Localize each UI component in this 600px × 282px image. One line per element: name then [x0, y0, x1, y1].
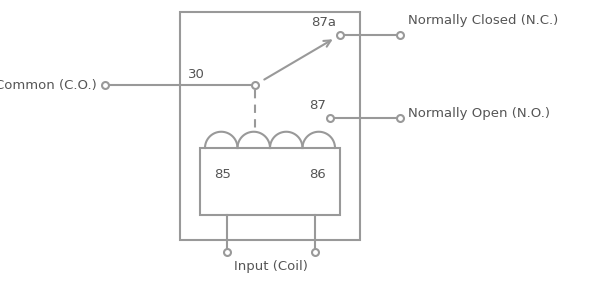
Text: Input (Coil): Input (Coil): [234, 260, 308, 273]
Text: Normally Closed (N.C.): Normally Closed (N.C.): [408, 14, 558, 27]
Text: 86: 86: [309, 168, 326, 181]
Text: 87: 87: [309, 99, 326, 112]
Text: Common (C.O.): Common (C.O.): [0, 78, 97, 91]
Text: 87a: 87a: [311, 16, 336, 29]
Text: Normally Open (N.O.): Normally Open (N.O.): [408, 107, 550, 120]
Text: 30: 30: [188, 68, 205, 81]
Text: 85: 85: [214, 168, 231, 181]
